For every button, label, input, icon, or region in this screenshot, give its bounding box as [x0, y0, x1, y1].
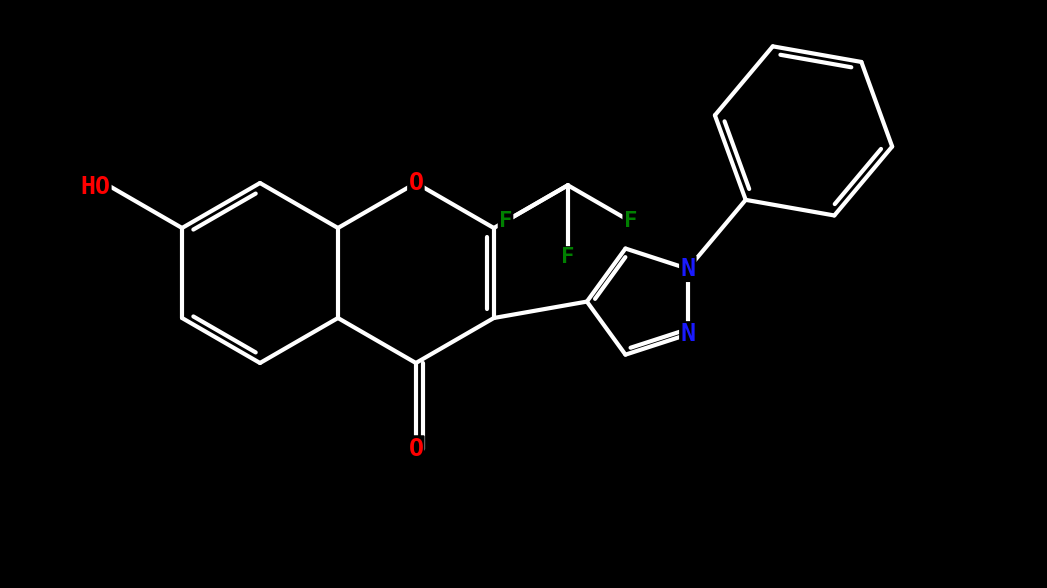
Text: F: F: [561, 247, 575, 268]
Text: HO: HO: [81, 175, 110, 199]
Text: O: O: [408, 171, 423, 195]
Text: O: O: [408, 436, 423, 460]
Text: F: F: [624, 211, 637, 231]
Text: N: N: [681, 322, 695, 346]
Text: N: N: [681, 257, 695, 281]
Text: F: F: [498, 211, 512, 231]
